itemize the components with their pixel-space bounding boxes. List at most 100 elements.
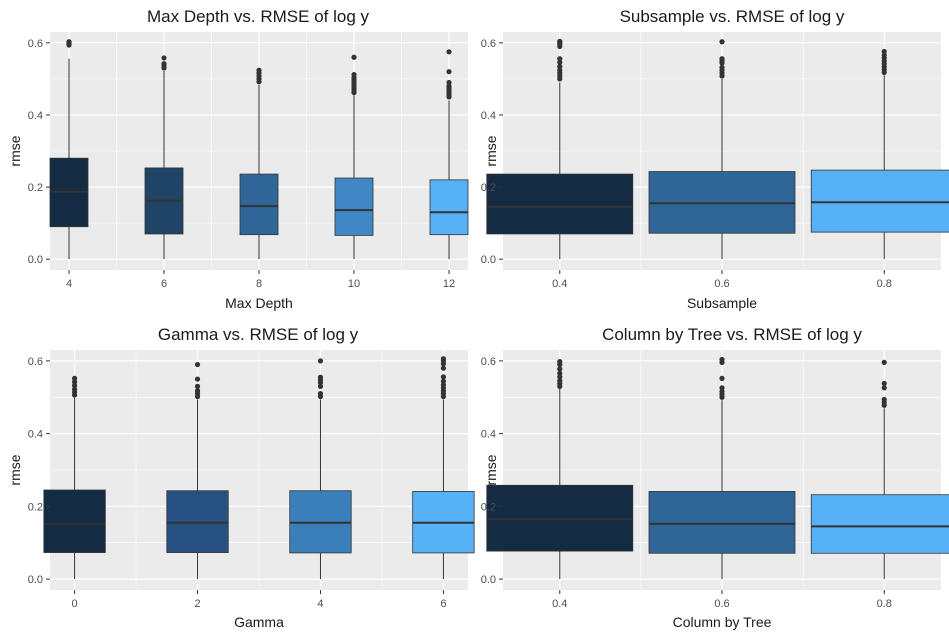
y-tick-label: 0.4 <box>28 110 43 122</box>
x-tick-label: 6 <box>161 278 167 290</box>
outlier-point <box>440 382 447 388</box>
outlier-point <box>194 361 201 368</box>
outlier-point <box>881 396 887 403</box>
box-3 <box>810 359 949 580</box>
x-axis-label: Subsample <box>687 295 757 311</box>
panel-2: 0.0 0.2 0.4 0.6 0.4 0.6 0.8 Subsample vs. RMSE … <box>481 7 949 311</box>
x-tick-label: 10 <box>348 278 360 290</box>
outlier-point <box>194 388 201 394</box>
box-body <box>648 491 796 554</box>
chart-title: Subsample vs. RMSE of log y <box>620 7 845 26</box>
box-body <box>429 179 469 236</box>
box-2 <box>648 356 796 580</box>
outlier-point <box>446 69 452 75</box>
x-tick-label: 0.8 <box>877 278 892 290</box>
x-tick-label: 6 <box>440 598 446 610</box>
box-1 <box>486 359 634 580</box>
box-5 <box>429 49 469 260</box>
outlier-point <box>71 375 78 381</box>
box-body <box>810 494 949 554</box>
outlier-point <box>440 365 447 371</box>
outlier-point <box>719 375 725 381</box>
outlier-point <box>719 64 725 70</box>
y-tick-label: 0.4 <box>481 429 496 441</box>
box-3 <box>810 48 949 260</box>
outlier-point <box>557 64 563 70</box>
outlier-point <box>719 356 725 363</box>
outlier-point <box>557 38 563 44</box>
outlier-point <box>881 385 887 391</box>
outlier-point <box>446 83 452 89</box>
y-axis-label: rmse <box>483 135 499 166</box>
outlier-point <box>557 366 563 372</box>
box-body <box>239 173 279 236</box>
panel-3: 0.0 0.2 0.4 0.6 0 2 4 6 Gamma vs. RMSE of log y G… <box>7 325 475 630</box>
outlier-point <box>881 52 887 58</box>
outlier-point <box>881 359 887 365</box>
box-body <box>166 490 229 553</box>
box-3 <box>289 358 352 580</box>
box-3 <box>239 67 279 260</box>
outlier-point <box>440 356 447 362</box>
chart-title: Column by Tree vs. RMSE of log y <box>602 325 862 344</box>
outlier-point <box>317 383 324 389</box>
box-body <box>334 177 374 236</box>
x-tick-label: 12 <box>443 278 455 290</box>
outlier-point <box>66 39 72 45</box>
outlier-point <box>557 374 563 380</box>
outlier-point <box>317 391 324 397</box>
box-2 <box>648 39 796 260</box>
box-2 <box>144 55 184 260</box>
y-tick-label: 0.2 <box>28 182 43 194</box>
y-axis-label: rmse <box>483 454 499 485</box>
x-tick-label: 8 <box>256 278 262 290</box>
outlier-point <box>161 61 167 67</box>
outlier-point <box>256 67 262 73</box>
outlier-point <box>194 383 201 389</box>
y-tick-label: 0.6 <box>481 356 496 368</box>
x-axis-label: Column by Tree <box>673 614 772 630</box>
outlier-point <box>351 71 357 78</box>
box-body <box>43 489 106 553</box>
outlier-point <box>317 374 324 380</box>
x-tick-label: 2 <box>194 598 200 610</box>
y-axis-label: rmse <box>7 135 23 166</box>
outlier-point <box>317 358 324 364</box>
outlier-point <box>719 388 725 395</box>
y-tick-label: 0.0 <box>481 254 496 266</box>
outlier-point <box>446 49 452 55</box>
outlier-point <box>71 383 78 389</box>
outlier-point <box>351 54 357 60</box>
y-tick-label: 0.6 <box>481 38 496 50</box>
x-axis-label: Max Depth <box>225 295 293 311</box>
outlier-point <box>557 56 563 62</box>
y-tick-label: 0.4 <box>28 429 43 441</box>
x-tick-label: 0.6 <box>714 598 729 610</box>
outlier-point <box>71 386 78 392</box>
box-4 <box>412 356 475 580</box>
outlier-point <box>440 378 447 384</box>
chart-title: Max Depth vs. RMSE of log y <box>147 7 370 26</box>
outlier-point <box>557 59 563 65</box>
y-axis-label: rmse <box>7 454 23 485</box>
box-body <box>810 169 949 233</box>
chart-title: Gamma vs. RMSE of log y <box>158 325 359 344</box>
x-tick-label: 0 <box>72 598 78 610</box>
x-axis-label: Gamma <box>234 614 284 630</box>
outlier-point <box>446 79 452 86</box>
y-tick-label: 0.0 <box>28 254 43 266</box>
outlier-point <box>719 56 725 62</box>
y-tick-label: 0.6 <box>28 356 43 368</box>
outlier-point <box>881 48 887 55</box>
y-tick-label: 0.2 <box>481 501 496 513</box>
outlier-point <box>557 370 563 376</box>
outlier-point <box>881 380 887 387</box>
outlier-point <box>719 385 725 391</box>
y-tick-label: 0.0 <box>28 574 43 586</box>
x-tick-label: 4 <box>66 278 72 290</box>
box-1 <box>49 39 89 260</box>
box-2 <box>166 361 229 580</box>
y-tick-label: 0.6 <box>28 38 43 50</box>
outlier-point <box>71 379 78 385</box>
outlier-point <box>161 55 167 61</box>
